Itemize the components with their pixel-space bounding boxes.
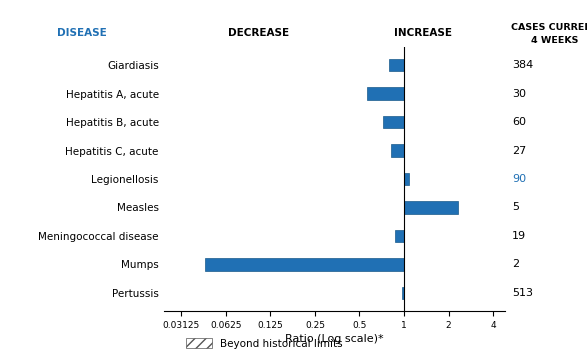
Text: DISEASE: DISEASE	[58, 28, 107, 38]
Legend: Beyond historical limits: Beyond historical limits	[181, 334, 347, 353]
Text: 384: 384	[512, 60, 533, 70]
Text: 4 WEEKS: 4 WEEKS	[531, 36, 578, 45]
Bar	[367, 87, 404, 100]
Bar	[389, 59, 404, 72]
Bar	[402, 286, 404, 299]
Text: 27: 27	[512, 145, 526, 155]
Text: INCREASE: INCREASE	[394, 28, 451, 38]
Bar	[395, 229, 404, 242]
Text: 2: 2	[512, 260, 519, 270]
Text: 30: 30	[512, 88, 526, 98]
Text: 90: 90	[512, 174, 526, 184]
Text: 60: 60	[512, 117, 526, 127]
Bar	[404, 173, 409, 185]
Text: 513: 513	[512, 288, 533, 298]
Bar	[205, 258, 404, 271]
Text: DECREASE: DECREASE	[228, 28, 289, 38]
Bar	[383, 116, 404, 129]
Text: CASES CURRENT: CASES CURRENT	[511, 23, 587, 32]
Bar	[392, 144, 404, 157]
Text: 5: 5	[512, 203, 519, 213]
Bar	[404, 201, 457, 214]
X-axis label: Ratio (Log scale)*: Ratio (Log scale)*	[285, 334, 384, 344]
Text: 19: 19	[512, 231, 526, 241]
